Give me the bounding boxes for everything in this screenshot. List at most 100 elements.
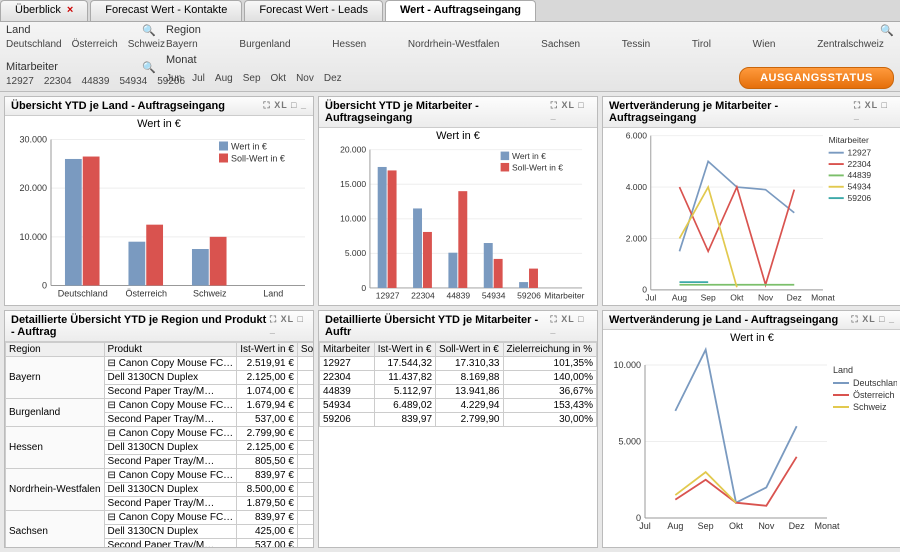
svg-text:Sep: Sep bbox=[701, 292, 716, 302]
svg-text:Schweiz: Schweiz bbox=[853, 402, 887, 412]
filter-value[interactable]: Tessin bbox=[622, 37, 660, 52]
ausgangsstatus-button[interactable]: AUSGANGSSTATUS bbox=[739, 67, 894, 89]
svg-text:Nov: Nov bbox=[758, 521, 775, 531]
filter-land-label: Land bbox=[6, 24, 30, 36]
panel-table-mitarbeiter: Detaillierte Übersicht YTD je Mitarbeite… bbox=[318, 310, 598, 548]
filter-value[interactable]: 22304 bbox=[44, 74, 82, 89]
filter-region-values[interactable]: Bayern Burgenland Hessen Nordrhein-Westfale… bbox=[166, 37, 894, 52]
filter-value[interactable]: Deutschland bbox=[6, 37, 72, 52]
filter-value[interactable]: 44839 bbox=[82, 74, 120, 89]
panel-tools[interactable]: ⛶ XL □ _ bbox=[550, 314, 591, 338]
filter-value[interactable]: Wien bbox=[753, 37, 786, 52]
filter-land-values[interactable]: DeutschlandÖsterreichSchweiz bbox=[6, 37, 156, 52]
tab--berblick[interactable]: Überblick× bbox=[0, 0, 88, 21]
svg-text:Österreich: Österreich bbox=[125, 289, 167, 299]
svg-text:44839: 44839 bbox=[446, 290, 470, 300]
svg-text:Dez: Dez bbox=[789, 521, 806, 531]
filter-value[interactable]: Tirol bbox=[692, 37, 721, 52]
tab-wert-auftragseingang[interactable]: Wert - Auftragseingang bbox=[385, 0, 536, 21]
svg-text:2.000: 2.000 bbox=[626, 233, 648, 243]
close-icon[interactable]: × bbox=[67, 4, 73, 16]
table-row[interactable]: 59206839,972.799,9030,00% bbox=[320, 413, 597, 427]
filter-value[interactable]: 54934 bbox=[119, 74, 157, 89]
panel-title: Übersicht YTD je Land - Auftragseingang bbox=[11, 100, 225, 112]
filter-value[interactable]: Burgenland bbox=[239, 37, 300, 52]
chart-subtitle: Wert in € bbox=[603, 330, 900, 344]
filter-value[interactable]: Jul bbox=[192, 71, 215, 86]
search-icon[interactable]: 🔍 bbox=[142, 24, 156, 37]
table-row[interactable]: Burgenland⊟ Canon Copy Mouse FC…1.679,94… bbox=[6, 399, 314, 413]
svg-text:Mitarbeiter: Mitarbeiter bbox=[544, 290, 584, 300]
svg-text:Monat: Monat bbox=[814, 521, 840, 531]
svg-text:20.000: 20.000 bbox=[19, 183, 47, 193]
filter-value[interactable]: Nov bbox=[296, 71, 324, 86]
svg-text:5.000: 5.000 bbox=[618, 437, 641, 447]
panel-tools[interactable]: ⛶ XL □ _ bbox=[270, 314, 307, 338]
panel-line-mitarbeiter: Wertveränderung je Mitarbeiter - Auftrag… bbox=[602, 96, 900, 306]
tab-bar: Überblick×Forecast Wert - KontakteForeca… bbox=[0, 0, 900, 22]
svg-text:Deutschland: Deutschland bbox=[58, 289, 108, 299]
table-row[interactable]: 2230411.437,828.169,88140,00% bbox=[320, 371, 597, 385]
table-row[interactable]: Sachsen⊟ Canon Copy Mouse FC…839,97 €839… bbox=[6, 511, 314, 525]
svg-text:Mitarbeiter: Mitarbeiter bbox=[829, 135, 869, 145]
search-icon[interactable]: 🔍 bbox=[142, 61, 156, 74]
svg-text:Wert in €: Wert in € bbox=[512, 151, 546, 161]
filter-value[interactable]: Okt bbox=[271, 71, 297, 86]
panel-title: Wertveränderung je Mitarbeiter - Auftrag… bbox=[609, 100, 854, 124]
svg-text:Deutschland: Deutschland bbox=[853, 378, 897, 388]
table-row[interactable]: Bayern⊟ Canon Copy Mouse FC…2.519,91 €3.… bbox=[6, 357, 314, 371]
panel-title: Detaillierte Übersicht YTD je Region und… bbox=[11, 314, 270, 338]
svg-text:20.000: 20.000 bbox=[340, 145, 366, 155]
svg-text:0: 0 bbox=[42, 281, 47, 291]
search-icon[interactable]: 🔍 bbox=[880, 24, 894, 37]
filter-value[interactable]: Aug bbox=[215, 71, 243, 86]
table-mitarbeiter: MitarbeiterIst-Wert in €Soll-Wert in €Zi… bbox=[319, 342, 597, 427]
filter-region-label: Region bbox=[166, 24, 201, 36]
svg-text:Jul: Jul bbox=[645, 292, 656, 302]
svg-text:Aug: Aug bbox=[672, 292, 687, 302]
filter-value[interactable]: Jun bbox=[166, 71, 192, 86]
tab-forecast-wert-leads[interactable]: Forecast Wert - Leads bbox=[244, 0, 383, 21]
panel-tools[interactable]: ⛶ XL □ _ bbox=[551, 100, 591, 124]
filter-value[interactable]: Dez bbox=[324, 71, 352, 86]
panel-tools[interactable]: ⛶ XL □ _ bbox=[851, 314, 895, 326]
panel-tools[interactable]: ⛶ XL □ _ bbox=[263, 100, 307, 112]
tab-forecast-wert-kontakte[interactable]: Forecast Wert - Kontakte bbox=[90, 0, 242, 21]
svg-text:6.000: 6.000 bbox=[626, 131, 648, 141]
svg-text:Okt: Okt bbox=[730, 292, 744, 302]
table-row[interactable]: 1292717.544,3217.310,33101,35% bbox=[320, 357, 597, 371]
table-row[interactable]: Hessen⊟ Canon Copy Mouse FC…2.799,90 €3.… bbox=[6, 427, 314, 441]
panel-tools[interactable]: ⛶ XL □ _ bbox=[854, 100, 895, 124]
svg-text:5.000: 5.000 bbox=[345, 248, 367, 258]
filter-mitarbeiter-values[interactable]: 1292722304448395493459206 bbox=[6, 74, 156, 89]
filter-value[interactable]: Sachsen bbox=[541, 37, 590, 52]
filter-value[interactable]: 12927 bbox=[6, 74, 44, 89]
filter-mitarbeiter-label: Mitarbeiter bbox=[6, 61, 58, 73]
table-row[interactable]: 549346.489,024.229,94153,43% bbox=[320, 399, 597, 413]
table-row[interactable]: Nordrhein-Westfalen⊟ Canon Copy Mouse FC… bbox=[6, 469, 314, 483]
table-row[interactable]: 448395.112,9713.941,8636,67% bbox=[320, 385, 597, 399]
filter-value[interactable]: Zentralschweiz bbox=[817, 37, 894, 52]
panel-title: Übersicht YTD je Mitarbeiter - Auftragse… bbox=[325, 100, 551, 124]
chart-subtitle: Wert in € bbox=[319, 128, 597, 142]
filter-value[interactable]: Sep bbox=[243, 71, 271, 86]
svg-text:Schweiz: Schweiz bbox=[193, 289, 227, 299]
filter-value[interactable]: Österreich bbox=[72, 37, 128, 52]
filter-monat-values[interactable]: JunJulAugSepOktNovDez bbox=[166, 71, 739, 86]
svg-text:12927: 12927 bbox=[376, 290, 400, 300]
svg-text:30.000: 30.000 bbox=[19, 135, 47, 145]
svg-text:10.000: 10.000 bbox=[19, 232, 47, 242]
filter-value[interactable]: Hessen bbox=[332, 37, 376, 52]
filter-value[interactable]: Nordrhein-Westfalen bbox=[408, 37, 510, 52]
svg-text:Okt: Okt bbox=[729, 521, 744, 531]
panel-chart-land: Übersicht YTD je Land - Auftragseingang ⛶… bbox=[4, 96, 314, 306]
svg-text:Nov: Nov bbox=[758, 292, 774, 302]
svg-text:Österreich: Österreich bbox=[853, 390, 895, 400]
panel-chart-mitarbeiter: Übersicht YTD je Mitarbeiter - Auftragse… bbox=[318, 96, 598, 306]
filter-monat-label: Monat bbox=[166, 54, 197, 66]
filter-value[interactable]: Bayern bbox=[166, 37, 208, 52]
svg-text:54934: 54934 bbox=[848, 182, 872, 192]
svg-text:0: 0 bbox=[361, 283, 366, 293]
svg-text:Wert in €: Wert in € bbox=[231, 142, 267, 152]
chart-subtitle: Wert in € bbox=[5, 116, 313, 130]
